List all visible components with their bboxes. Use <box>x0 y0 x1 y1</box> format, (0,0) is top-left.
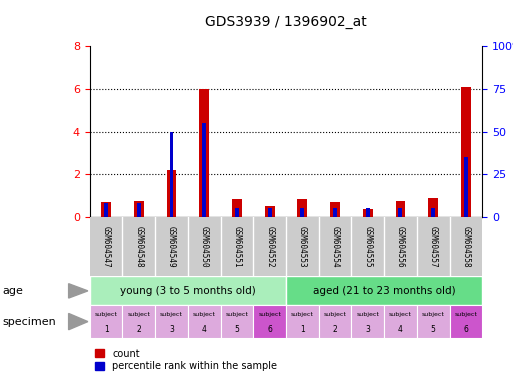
Text: subject: subject <box>95 312 117 317</box>
Bar <box>399 209 402 217</box>
Text: GSM604549: GSM604549 <box>167 226 176 268</box>
Text: subject: subject <box>357 312 379 317</box>
Bar <box>188 305 221 338</box>
Bar <box>170 131 173 217</box>
Bar <box>221 305 253 338</box>
Text: GDS3939 / 1396902_at: GDS3939 / 1396902_at <box>205 15 367 29</box>
Text: 1: 1 <box>300 325 305 334</box>
Bar <box>90 305 123 338</box>
Text: subject: subject <box>193 312 215 317</box>
Bar <box>461 87 471 217</box>
Text: 5: 5 <box>431 325 436 334</box>
Bar <box>428 198 438 217</box>
Bar <box>104 203 108 217</box>
Legend: count, percentile rank within the sample: count, percentile rank within the sample <box>94 349 277 371</box>
Text: young (3 to 5 months old): young (3 to 5 months old) <box>120 286 256 296</box>
Text: GSM604558: GSM604558 <box>461 226 470 268</box>
Bar <box>319 305 351 338</box>
Text: GSM604548: GSM604548 <box>134 226 143 268</box>
Text: subject: subject <box>127 312 150 317</box>
Polygon shape <box>69 313 88 330</box>
Bar <box>396 201 405 217</box>
Text: 2: 2 <box>136 325 141 334</box>
Bar <box>90 276 286 305</box>
Bar <box>330 202 340 217</box>
Text: GSM604547: GSM604547 <box>102 226 111 268</box>
Text: 4: 4 <box>202 325 207 334</box>
Text: subject: subject <box>291 312 314 317</box>
Text: specimen: specimen <box>3 316 56 327</box>
Text: GSM604554: GSM604554 <box>330 226 340 268</box>
Bar <box>232 199 242 217</box>
Polygon shape <box>69 284 88 298</box>
Bar <box>301 209 304 217</box>
Bar <box>417 305 449 338</box>
Bar <box>363 210 372 217</box>
Text: GSM604551: GSM604551 <box>232 226 242 268</box>
Bar <box>235 209 239 217</box>
Text: 2: 2 <box>332 325 338 334</box>
Text: subject: subject <box>226 312 248 317</box>
Bar <box>464 157 468 217</box>
Bar <box>384 305 417 338</box>
Bar <box>200 89 209 217</box>
Text: 3: 3 <box>365 325 370 334</box>
Text: subject: subject <box>422 312 445 317</box>
Text: subject: subject <box>455 312 477 317</box>
Text: subject: subject <box>160 312 183 317</box>
Bar <box>134 201 144 217</box>
Bar <box>155 305 188 338</box>
Bar <box>202 123 206 217</box>
Bar <box>333 209 337 217</box>
Bar <box>253 305 286 338</box>
Text: 4: 4 <box>398 325 403 334</box>
Text: 6: 6 <box>267 325 272 334</box>
Bar <box>137 203 141 217</box>
Bar <box>286 305 319 338</box>
Bar <box>101 202 111 217</box>
Text: 6: 6 <box>463 325 468 334</box>
Text: 5: 5 <box>234 325 240 334</box>
Text: aged (21 to 23 months old): aged (21 to 23 months old) <box>313 286 456 296</box>
Bar <box>286 276 482 305</box>
Text: age: age <box>3 286 24 296</box>
Bar <box>351 305 384 338</box>
Text: subject: subject <box>389 312 412 317</box>
Text: GSM604555: GSM604555 <box>363 226 372 268</box>
Bar <box>366 209 370 217</box>
Text: GSM604552: GSM604552 <box>265 226 274 268</box>
Text: 1: 1 <box>104 325 109 334</box>
Bar <box>167 170 176 217</box>
Text: subject: subject <box>258 312 281 317</box>
Bar <box>265 206 274 217</box>
Text: GSM604556: GSM604556 <box>396 226 405 268</box>
Text: subject: subject <box>324 312 346 317</box>
Text: 3: 3 <box>169 325 174 334</box>
Bar <box>123 305 155 338</box>
Text: GSM604553: GSM604553 <box>298 226 307 268</box>
Text: GSM604557: GSM604557 <box>429 226 438 268</box>
Bar <box>268 209 271 217</box>
Text: GSM604550: GSM604550 <box>200 226 209 268</box>
Bar <box>431 209 435 217</box>
Bar <box>298 199 307 217</box>
Bar <box>449 305 482 338</box>
